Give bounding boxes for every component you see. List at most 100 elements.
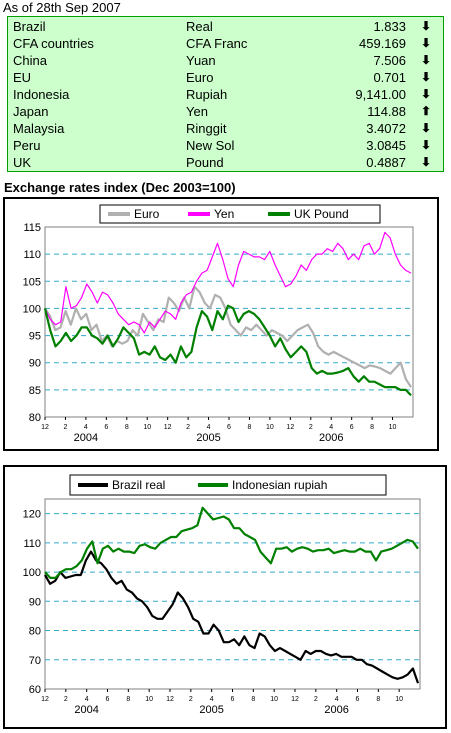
x-tick-label: 6 xyxy=(356,696,360,703)
rate-value: 114.88 xyxy=(367,104,406,119)
x-tick-label: 12 xyxy=(41,696,49,703)
x-tick-label: 2 xyxy=(64,696,68,703)
rate-currency: Euro xyxy=(186,70,214,85)
rate-row: China Yuan 7.506 ⬇ xyxy=(8,52,443,69)
x-year-label: 2006 xyxy=(324,704,348,716)
x-tick-label: 2 xyxy=(189,696,193,703)
x-tick-label: 10 xyxy=(143,424,151,431)
x-tick-label: 8 xyxy=(370,424,374,431)
y-tick-label: 120 xyxy=(23,509,41,521)
x-tick-label: 8 xyxy=(376,696,380,703)
x-tick-label: 4 xyxy=(85,696,89,703)
x-tick-label: 4 xyxy=(84,424,88,431)
legend-label: Indonesian rupiah xyxy=(232,478,327,492)
arrow-up-icon: ⬆ xyxy=(420,104,431,118)
rate-value: 459.169 xyxy=(359,36,406,51)
series-line xyxy=(43,304,412,397)
rate-value: 3.4072 xyxy=(366,121,406,136)
x-tick-label: 8 xyxy=(126,696,130,703)
x-tick-label: 8 xyxy=(251,696,255,703)
x-year-label: 2005 xyxy=(196,432,220,444)
legend-label: Yen xyxy=(214,207,234,221)
rate-row: Peru New Sol 3.0845 ⬇ xyxy=(8,137,443,154)
x-year-label: 2005 xyxy=(199,704,223,716)
chart-panel-1: 80 85 90 95 100 105 110 115 12 2 4 6 8 10 12 2 4 6 8 10 12 2 4… xyxy=(3,197,451,451)
rate-country: UK xyxy=(13,155,32,170)
x-tick-label: 6 xyxy=(231,696,235,703)
rate-country: China xyxy=(13,53,47,68)
rate-currency: Real xyxy=(186,19,213,34)
brazil-indonesia-chart: 60 70 80 90 100 110 120 12 2 4 6 8 10 12 2 4 6 8 10 12 2 4 6 8 1… xyxy=(23,474,451,716)
legend xyxy=(99,204,381,224)
rate-country: Indonesia xyxy=(13,87,70,102)
x-tick-label: 12 xyxy=(286,424,294,431)
arrow-down-icon: ⬇ xyxy=(420,19,431,33)
x-tick-label: 12 xyxy=(166,696,174,703)
x-tick-label: 2 xyxy=(186,424,190,431)
x-tick-label: 4 xyxy=(210,696,214,703)
series-line xyxy=(44,506,419,580)
y-tick-label: 70 xyxy=(29,655,41,667)
rate-row: Japan Yen 114.88 ⬆ xyxy=(8,103,443,120)
y-tick-label: 110 xyxy=(23,249,41,261)
rate-value: 7.506 xyxy=(373,53,406,68)
y-tick-label: 95 xyxy=(29,331,41,343)
x-tick-label: 6 xyxy=(106,696,110,703)
x-tick-label: 8 xyxy=(125,424,129,431)
rate-row: CFA countries CFA Franc 459.169 ⬇ xyxy=(8,35,443,52)
rate-currency: New Sol xyxy=(186,138,235,153)
x-tick-label: 10 xyxy=(145,696,153,703)
y-tick-label: 110 xyxy=(23,538,41,550)
as-of-date: As of 28th Sep 2007 xyxy=(3,0,121,15)
x-year-label: 2004 xyxy=(74,704,98,716)
rate-currency: Rupiah xyxy=(186,87,228,102)
rate-row: Indonesia Rupiah 9,141.00 ⬇ xyxy=(8,86,443,103)
x-tick-label: 10 xyxy=(266,424,274,431)
rate-value: 9,141.00 xyxy=(355,87,406,102)
index-chart-title: Exchange rates index (Dec 2003=100) xyxy=(4,180,236,195)
exchange-rates-table: Brazil Real 1.833 ⬇ CFA countries CFA Franc 45… xyxy=(7,16,444,172)
legend-label: UK Pound xyxy=(294,207,349,221)
rate-currency: Yen xyxy=(186,104,208,119)
rate-value: 3.0845 xyxy=(366,138,406,153)
rate-country: Malaysia xyxy=(13,121,65,136)
chart-panel-2: 60 70 80 90 100 110 120 12 2 4 6 8 10 12 2 4 6 8 10 12 2 4 6 8 1… xyxy=(3,465,451,729)
x-tick-label: 4 xyxy=(329,424,333,431)
arrow-down-icon: ⬇ xyxy=(420,70,431,84)
x-tick-label: 10 xyxy=(270,696,278,703)
series-line xyxy=(44,231,412,334)
arrow-down-icon: ⬇ xyxy=(420,36,431,50)
x-tick-label: 6 xyxy=(104,424,108,431)
rate-country: Peru xyxy=(13,138,41,153)
series-line xyxy=(44,550,420,684)
x-tick-label: 2 xyxy=(309,424,313,431)
exchange-index-chart: 80 85 90 95 100 105 110 115 12 2 4 6 8 10 12 2 4 6 8 10 12 2 4… xyxy=(23,204,451,444)
x-tick-label: 12 xyxy=(164,424,172,431)
legend-label: Brazil real xyxy=(112,478,165,492)
x-tick-label: 10 xyxy=(389,424,397,431)
rate-currency: Yuan xyxy=(186,53,216,68)
rate-row: UK Pound 0.4887 ⬇ xyxy=(8,154,443,171)
x-tick-label: 10 xyxy=(395,696,403,703)
x-tick-label: 8 xyxy=(247,424,251,431)
rate-value: 0.701 xyxy=(373,70,406,85)
arrow-down-icon: ⬇ xyxy=(420,121,431,135)
rate-value: 1.833 xyxy=(373,19,406,34)
y-tick-label: 80 xyxy=(29,626,41,638)
x-tick-label: 6 xyxy=(350,424,354,431)
rate-currency: CFA Franc xyxy=(186,36,248,51)
y-tick-label: 90 xyxy=(29,358,41,370)
y-tick-label: 100 xyxy=(23,567,41,579)
rate-currency: Pound xyxy=(186,155,224,170)
rate-country: Brazil xyxy=(13,19,46,34)
x-tick-label: 4 xyxy=(207,424,211,431)
x-tick-label: 2 xyxy=(63,424,67,431)
rate-value: 0.4887 xyxy=(366,155,406,170)
rate-row: Brazil Real 1.833 ⬇ xyxy=(8,18,443,35)
rate-currency: Ringgit xyxy=(186,121,227,136)
arrow-down-icon: ⬇ xyxy=(420,87,431,101)
x-tick-label: 2 xyxy=(314,696,318,703)
rate-row: Malaysia Ringgit 3.4072 ⬇ xyxy=(8,120,443,137)
y-tick-label: 90 xyxy=(29,596,41,608)
y-tick-label: 105 xyxy=(23,276,41,288)
